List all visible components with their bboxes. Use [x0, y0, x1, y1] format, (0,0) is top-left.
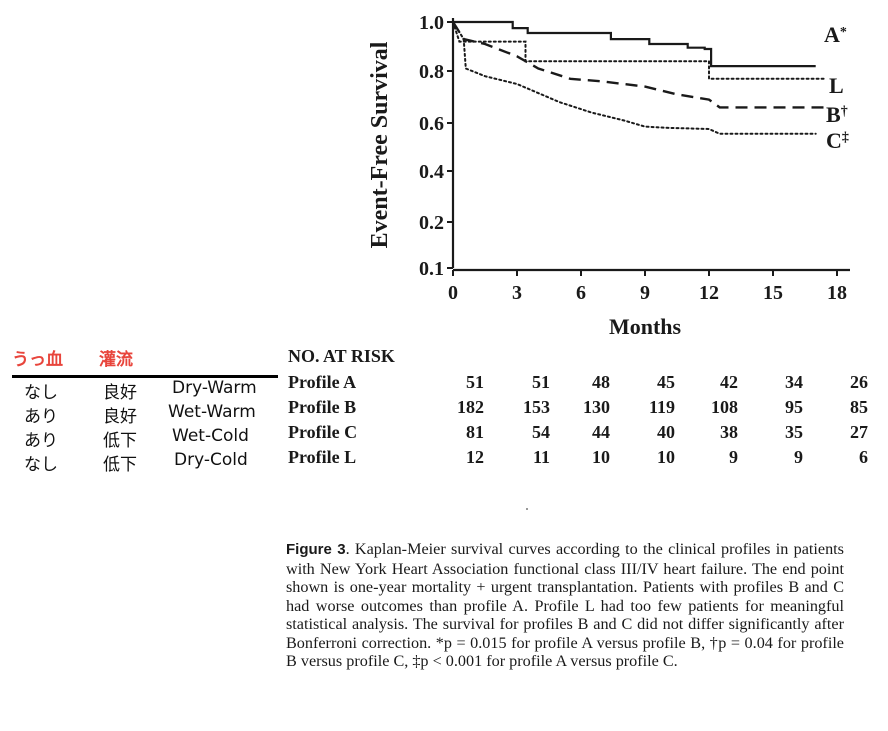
at-risk-value: 153: [523, 397, 550, 417]
curve-label-marker: *: [840, 25, 847, 40]
curve-b: [451, 21, 827, 109]
y-tick-label: 1.0: [419, 12, 444, 34]
header-perfusion: 灌流: [99, 350, 133, 370]
x-tick-label: 15: [763, 282, 783, 304]
at-risk-value: 51: [466, 372, 484, 392]
y-tick-label: 0.8: [419, 61, 444, 83]
at-risk-row: Profile A 51 51 48 45 42 34 26: [288, 372, 868, 396]
profile-legend-row: あり 低下 Wet-Cold: [12, 426, 278, 451]
perfusion-value: 良好: [103, 407, 137, 427]
x-tick-label: 6: [576, 282, 586, 304]
curve-a: [453, 20, 816, 68]
x-axis-label: Months: [609, 314, 682, 339]
at-risk-value: 108: [711, 397, 738, 417]
at-risk-value: 10: [592, 447, 610, 467]
y-tick-label: 0.1: [419, 258, 444, 280]
y-tick-label: 0.4: [419, 161, 444, 183]
curve-labels: A* L B†C‡: [824, 22, 849, 153]
curve-label-marker: ‡: [842, 130, 849, 145]
at-risk-value: 27: [850, 422, 868, 442]
profile-name: Dry-Cold: [174, 450, 248, 470]
congestion-value: あり: [24, 431, 58, 451]
at-risk-row-label: Profile A: [288, 372, 357, 392]
at-risk-value: 51: [532, 372, 550, 392]
figure-caption: Figure 3. Kaplan-Meier survival curves a…: [286, 540, 844, 671]
profile-name: Dry-Warm: [172, 378, 257, 398]
at-risk-value: 119: [648, 397, 675, 417]
at-risk-value: 130: [583, 397, 610, 417]
header-rule: [12, 375, 278, 378]
at-risk-row-label: Profile B: [288, 397, 357, 417]
at-risk-value: 95: [785, 397, 803, 417]
congestion-value: なし: [24, 455, 58, 475]
at-risk-value: 44: [592, 422, 610, 442]
profile-legend-header: うっ血 灌流: [12, 344, 278, 378]
at-risk-row: Profile B 182 153 130 119 108 95 85: [288, 397, 868, 421]
at-risk-value: 11: [532, 447, 550, 467]
at-risk-value: 48: [592, 372, 610, 392]
y-tick-label: 0.2: [419, 212, 444, 234]
at-risk-title: NO. AT RISK: [288, 346, 395, 366]
at-risk-value: 35: [785, 422, 803, 442]
stray-mark: [526, 508, 528, 510]
profile-name: Wet-Warm: [168, 402, 256, 422]
at-risk-value: 12: [466, 447, 484, 467]
x-tick-label: 0: [448, 282, 458, 304]
profile-legend-row: あり 良好 Wet-Warm: [12, 402, 278, 427]
profile-name: Wet-Cold: [172, 426, 249, 446]
congestion-value: なし: [24, 383, 58, 403]
axes: 1.0 0.8 0.6 0.4 0.2 0.10 3 6 9 12 15 18: [419, 12, 850, 304]
at-risk-value: 34: [785, 372, 803, 392]
curve-label-a: A*: [824, 22, 847, 47]
at-risk-value: 9: [794, 447, 803, 467]
profile-legend-rows: なし 良好 Dry-Warm あり 良好 Wet-Warm あり 低下 Wet-Cold なし 低下…: [12, 378, 278, 475]
at-risk-row: Profile L 12 11 10 10 9 9 6: [288, 447, 868, 471]
at-risk-row-label: Profile L: [288, 447, 357, 467]
y-tick-label: 0.6: [419, 113, 444, 135]
perfusion-value: 低下: [103, 455, 137, 475]
at-risk-value: 26: [850, 372, 868, 392]
perfusion-value: 低下: [103, 431, 137, 451]
figure-label: Figure 3: [286, 541, 346, 558]
x-tick-label: 3: [512, 282, 522, 304]
curve-l: [452, 21, 828, 80]
curve-c: [452, 21, 817, 135]
at-risk-row: Profile C 81 54 44 40 38 35 27: [288, 422, 868, 446]
curve-label-b: B†: [826, 102, 848, 127]
at-risk-value: 45: [657, 372, 675, 392]
profile-legend-table: うっ血 灌流 なし 良好 Dry-Warm あり 良好 Wet-Warm あり 低下 Wet-C…: [12, 344, 278, 475]
at-risk-value: 42: [720, 372, 738, 392]
survival-curves: [451, 20, 828, 135]
x-tick-label: 9: [640, 282, 650, 304]
at-risk-value: 182: [457, 397, 484, 417]
curve-label-l: L: [829, 73, 844, 98]
curve-label-marker: †: [841, 104, 848, 119]
caption-text: . Kaplan-Meier survival curves according…: [286, 540, 844, 670]
at-risk-value: 6: [859, 447, 868, 467]
at-risk-value: 85: [850, 397, 868, 417]
profile-legend-row: なし 良好 Dry-Warm: [12, 378, 278, 403]
curve-label-c: C‡: [826, 128, 849, 153]
at-risk-row-label: Profile C: [288, 422, 358, 442]
congestion-value: あり: [24, 407, 58, 427]
x-tick-label: 18: [827, 282, 847, 304]
at-risk-value: 10: [657, 447, 675, 467]
at-risk-value: 9: [729, 447, 738, 467]
x-tick-label: 12: [699, 282, 719, 304]
at-risk-value: 38: [720, 422, 738, 442]
at-risk-value: 54: [532, 422, 550, 442]
kaplan-meier-chart: 1.0 0.8 0.6 0.4 0.2 0.10 3 6 9 12 15 18 A* L B†C‡ Eve…: [367, 12, 850, 339]
y-axis-label: Event-Free Survival: [367, 41, 393, 248]
header-congestion: うっ血: [12, 350, 63, 370]
at-risk-value: 81: [466, 422, 484, 442]
profile-legend-row: なし 低下 Dry-Cold: [12, 450, 278, 475]
perfusion-value: 良好: [103, 383, 137, 403]
at-risk-value: 40: [657, 422, 675, 442]
